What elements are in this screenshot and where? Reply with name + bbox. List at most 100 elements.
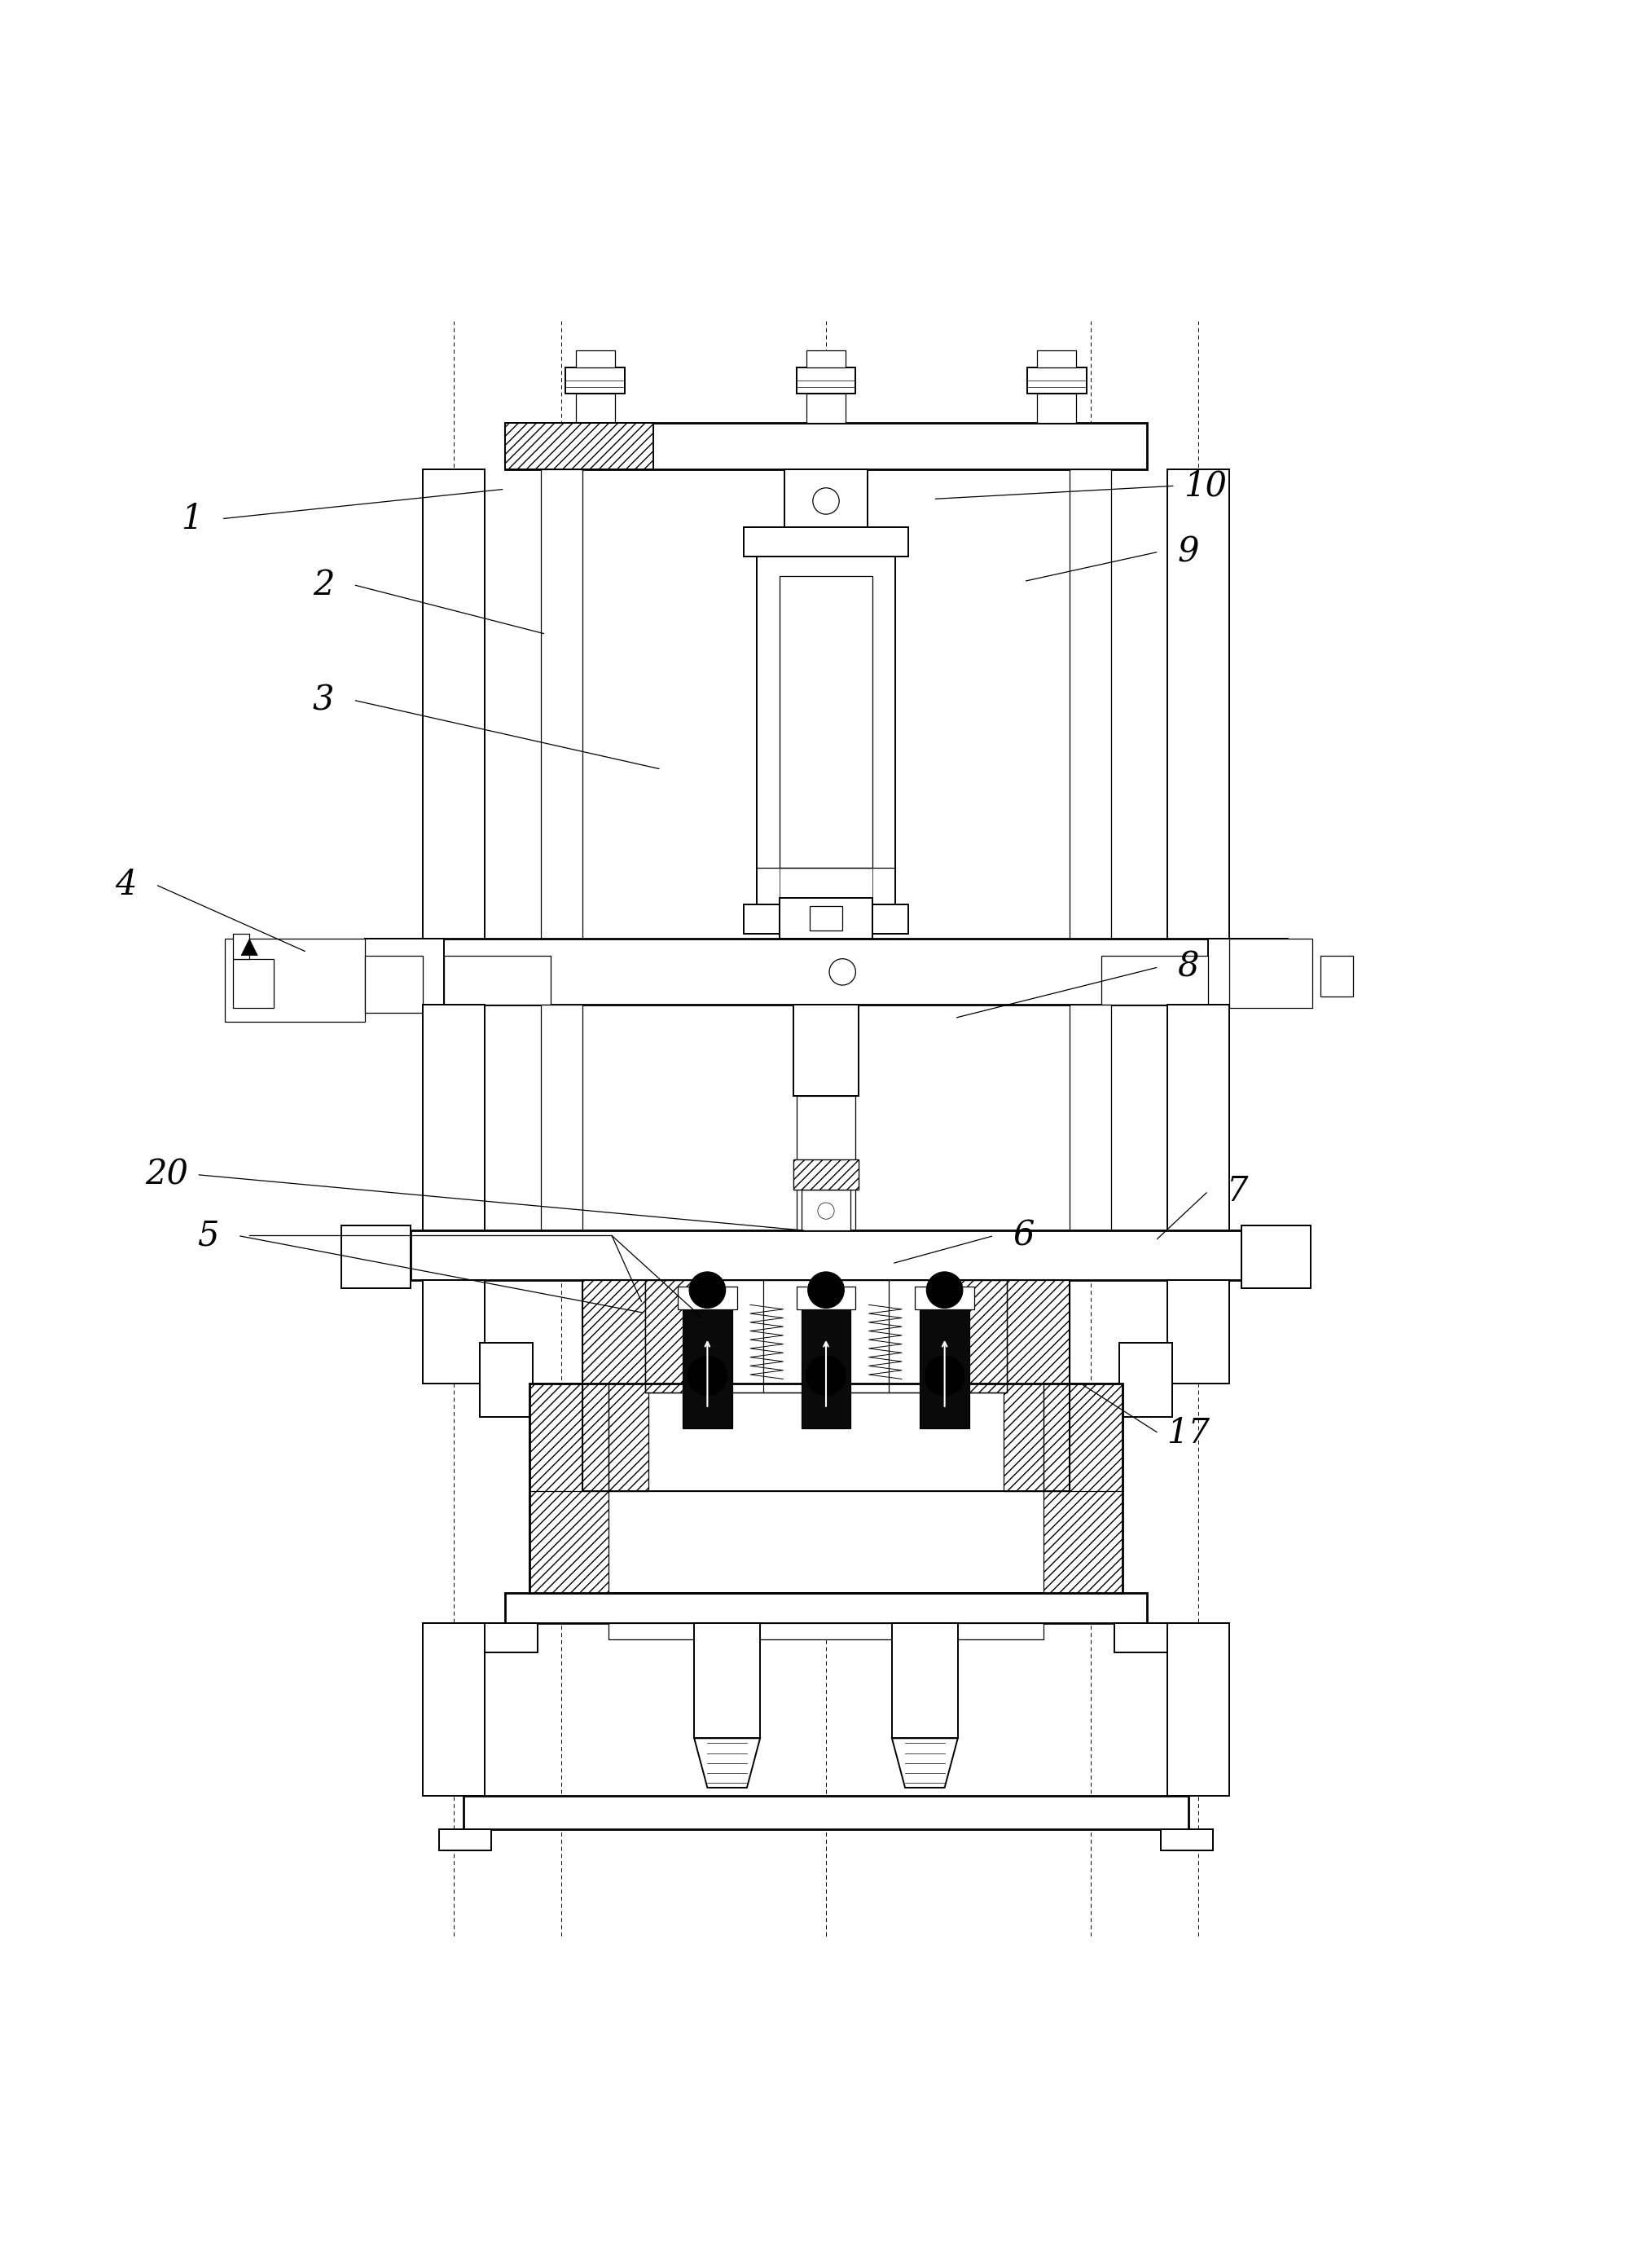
Bar — [582, 1280, 1070, 1492]
Bar — [365, 955, 423, 1013]
Bar — [796, 368, 856, 393]
Bar — [1229, 939, 1312, 1009]
Bar — [796, 1286, 856, 1309]
Bar — [582, 1280, 1070, 1492]
Bar — [793, 1160, 859, 1189]
Bar — [644, 1280, 1008, 1393]
Bar — [423, 1004, 486, 1244]
Bar — [945, 1280, 1008, 1393]
Bar — [365, 939, 1287, 1004]
Bar — [801, 1293, 851, 1429]
Bar — [608, 1623, 1044, 1639]
Bar — [529, 1384, 1123, 1593]
Bar — [1004, 1280, 1070, 1492]
Text: 2: 2 — [312, 567, 334, 603]
Bar — [1166, 469, 1229, 966]
Bar — [506, 424, 653, 469]
Bar — [1044, 1384, 1123, 1492]
Circle shape — [806, 1356, 846, 1395]
Bar — [481, 1343, 532, 1417]
Text: 1: 1 — [182, 501, 203, 535]
Bar — [582, 1280, 648, 1492]
Circle shape — [689, 1273, 725, 1309]
Circle shape — [925, 1356, 965, 1395]
Bar — [1028, 368, 1087, 393]
Bar — [439, 1828, 492, 1851]
Bar — [1160, 1828, 1213, 1851]
Bar — [809, 905, 843, 930]
Bar — [506, 1593, 1146, 1623]
Bar — [801, 1189, 851, 1230]
Bar — [1115, 1623, 1188, 1652]
Bar — [529, 1384, 608, 1593]
Bar — [644, 1280, 1008, 1393]
Bar — [529, 1384, 608, 1492]
Text: 17: 17 — [1166, 1415, 1209, 1451]
Bar — [565, 368, 624, 393]
Text: 9: 9 — [1178, 535, 1199, 569]
Bar — [1044, 1384, 1123, 1492]
Text: 3: 3 — [312, 684, 334, 718]
Text: 8: 8 — [1178, 950, 1199, 984]
Bar — [780, 898, 872, 939]
Bar — [1037, 393, 1077, 424]
Circle shape — [808, 1273, 844, 1309]
Bar — [540, 469, 582, 966]
Bar — [920, 1293, 970, 1429]
Bar — [793, 1004, 859, 1095]
Bar — [1004, 1280, 1070, 1492]
Bar — [1070, 469, 1112, 966]
Bar — [1070, 1004, 1112, 1244]
Polygon shape — [694, 1738, 760, 1788]
Bar — [1037, 350, 1077, 368]
Bar — [365, 939, 444, 1004]
Bar — [945, 1280, 1008, 1393]
Bar — [1120, 1343, 1171, 1417]
Bar — [582, 1280, 648, 1492]
Polygon shape — [892, 1738, 958, 1788]
Bar — [1102, 955, 1208, 1004]
Bar — [464, 1623, 537, 1652]
Bar — [1166, 1004, 1229, 1244]
Circle shape — [687, 1356, 727, 1395]
Bar — [506, 424, 1146, 469]
Bar — [785, 469, 867, 528]
Bar — [780, 576, 872, 869]
Text: 5: 5 — [197, 1219, 220, 1253]
Bar — [506, 424, 653, 469]
Circle shape — [927, 1273, 963, 1309]
Bar — [793, 1160, 859, 1189]
Bar — [529, 1384, 1123, 1593]
Bar — [411, 1230, 1241, 1280]
Bar — [233, 959, 274, 1009]
Bar — [575, 350, 615, 368]
Bar — [682, 1293, 732, 1429]
Bar — [540, 1004, 582, 1244]
Bar — [342, 1226, 411, 1289]
Bar — [892, 1623, 958, 1738]
Bar — [796, 1095, 856, 1244]
Bar — [694, 1623, 760, 1738]
Bar — [644, 1280, 707, 1393]
Bar — [225, 939, 365, 1022]
Text: 4: 4 — [116, 867, 137, 903]
Bar — [806, 350, 846, 368]
Bar — [1044, 1384, 1123, 1593]
Text: 20: 20 — [145, 1158, 188, 1192]
Bar — [1241, 1226, 1310, 1289]
Bar — [793, 1160, 859, 1189]
Bar — [464, 1797, 1188, 1828]
Bar — [757, 528, 895, 934]
Polygon shape — [241, 939, 258, 955]
Bar — [644, 1280, 707, 1393]
Bar — [743, 528, 909, 557]
Bar — [1166, 1280, 1229, 1384]
Bar — [423, 469, 486, 966]
Bar — [423, 1280, 486, 1384]
Bar — [529, 1384, 608, 1593]
Text: 7: 7 — [1227, 1174, 1249, 1207]
Bar — [444, 955, 550, 1004]
Bar — [806, 393, 846, 424]
Bar — [529, 1384, 1123, 1492]
Bar — [423, 1623, 486, 1797]
